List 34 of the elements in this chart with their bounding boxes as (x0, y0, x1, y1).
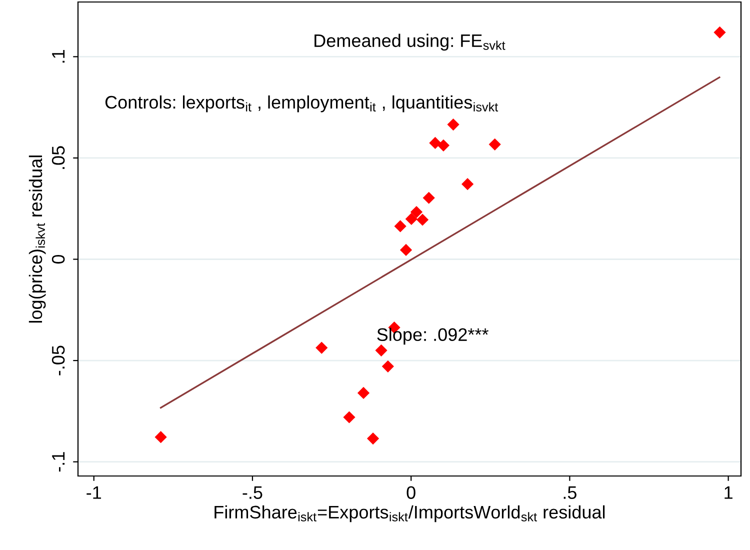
point (429, 136, 442, 150)
point (375, 344, 388, 356)
point (447, 118, 460, 131)
point (416, 214, 429, 226)
point (394, 220, 406, 232)
point (400, 244, 412, 256)
point (316, 342, 328, 354)
point (382, 360, 394, 372)
point (422, 192, 435, 204)
x-tick-label: -.5 (242, 486, 262, 499)
x-axis-title: FirmShare$_{iskt}$=Exports$_{iskt}$/ImportsWorld$_{skt}$ residual (214, 505, 605, 522)
point (714, 26, 726, 38)
x-tick-label: .5 (564, 486, 576, 499)
y-tick-label: -.05 (52, 346, 65, 376)
y-tick-label: 0 (52, 254, 65, 264)
x-tick-label: 1 (724, 486, 732, 499)
annotation: Controls: lexports$_{it}$ , lemployment$_{it}$ , lquantities$_{isvkt}$ (105, 95, 498, 112)
y-tick-label: .05 (52, 146, 65, 169)
y-tick-label: -.1 (52, 452, 65, 472)
point (366, 432, 380, 445)
point (437, 139, 450, 152)
y-axis-title: log(price)$_{iskvt}$ residual (28, 156, 46, 323)
x-tick-label: -1 (86, 486, 102, 499)
point (357, 386, 370, 400)
point (343, 411, 356, 424)
y-tick-label: .1 (52, 50, 65, 63)
point (488, 138, 501, 150)
point (154, 431, 167, 444)
point (462, 178, 474, 190)
annotation: Slope: .092*** (377, 328, 488, 345)
point (410, 206, 423, 218)
annotation: Demeaned using: FE$_{svkt}$ (314, 34, 506, 51)
point (405, 212, 418, 225)
x-tick-label: 0 (406, 486, 416, 499)
